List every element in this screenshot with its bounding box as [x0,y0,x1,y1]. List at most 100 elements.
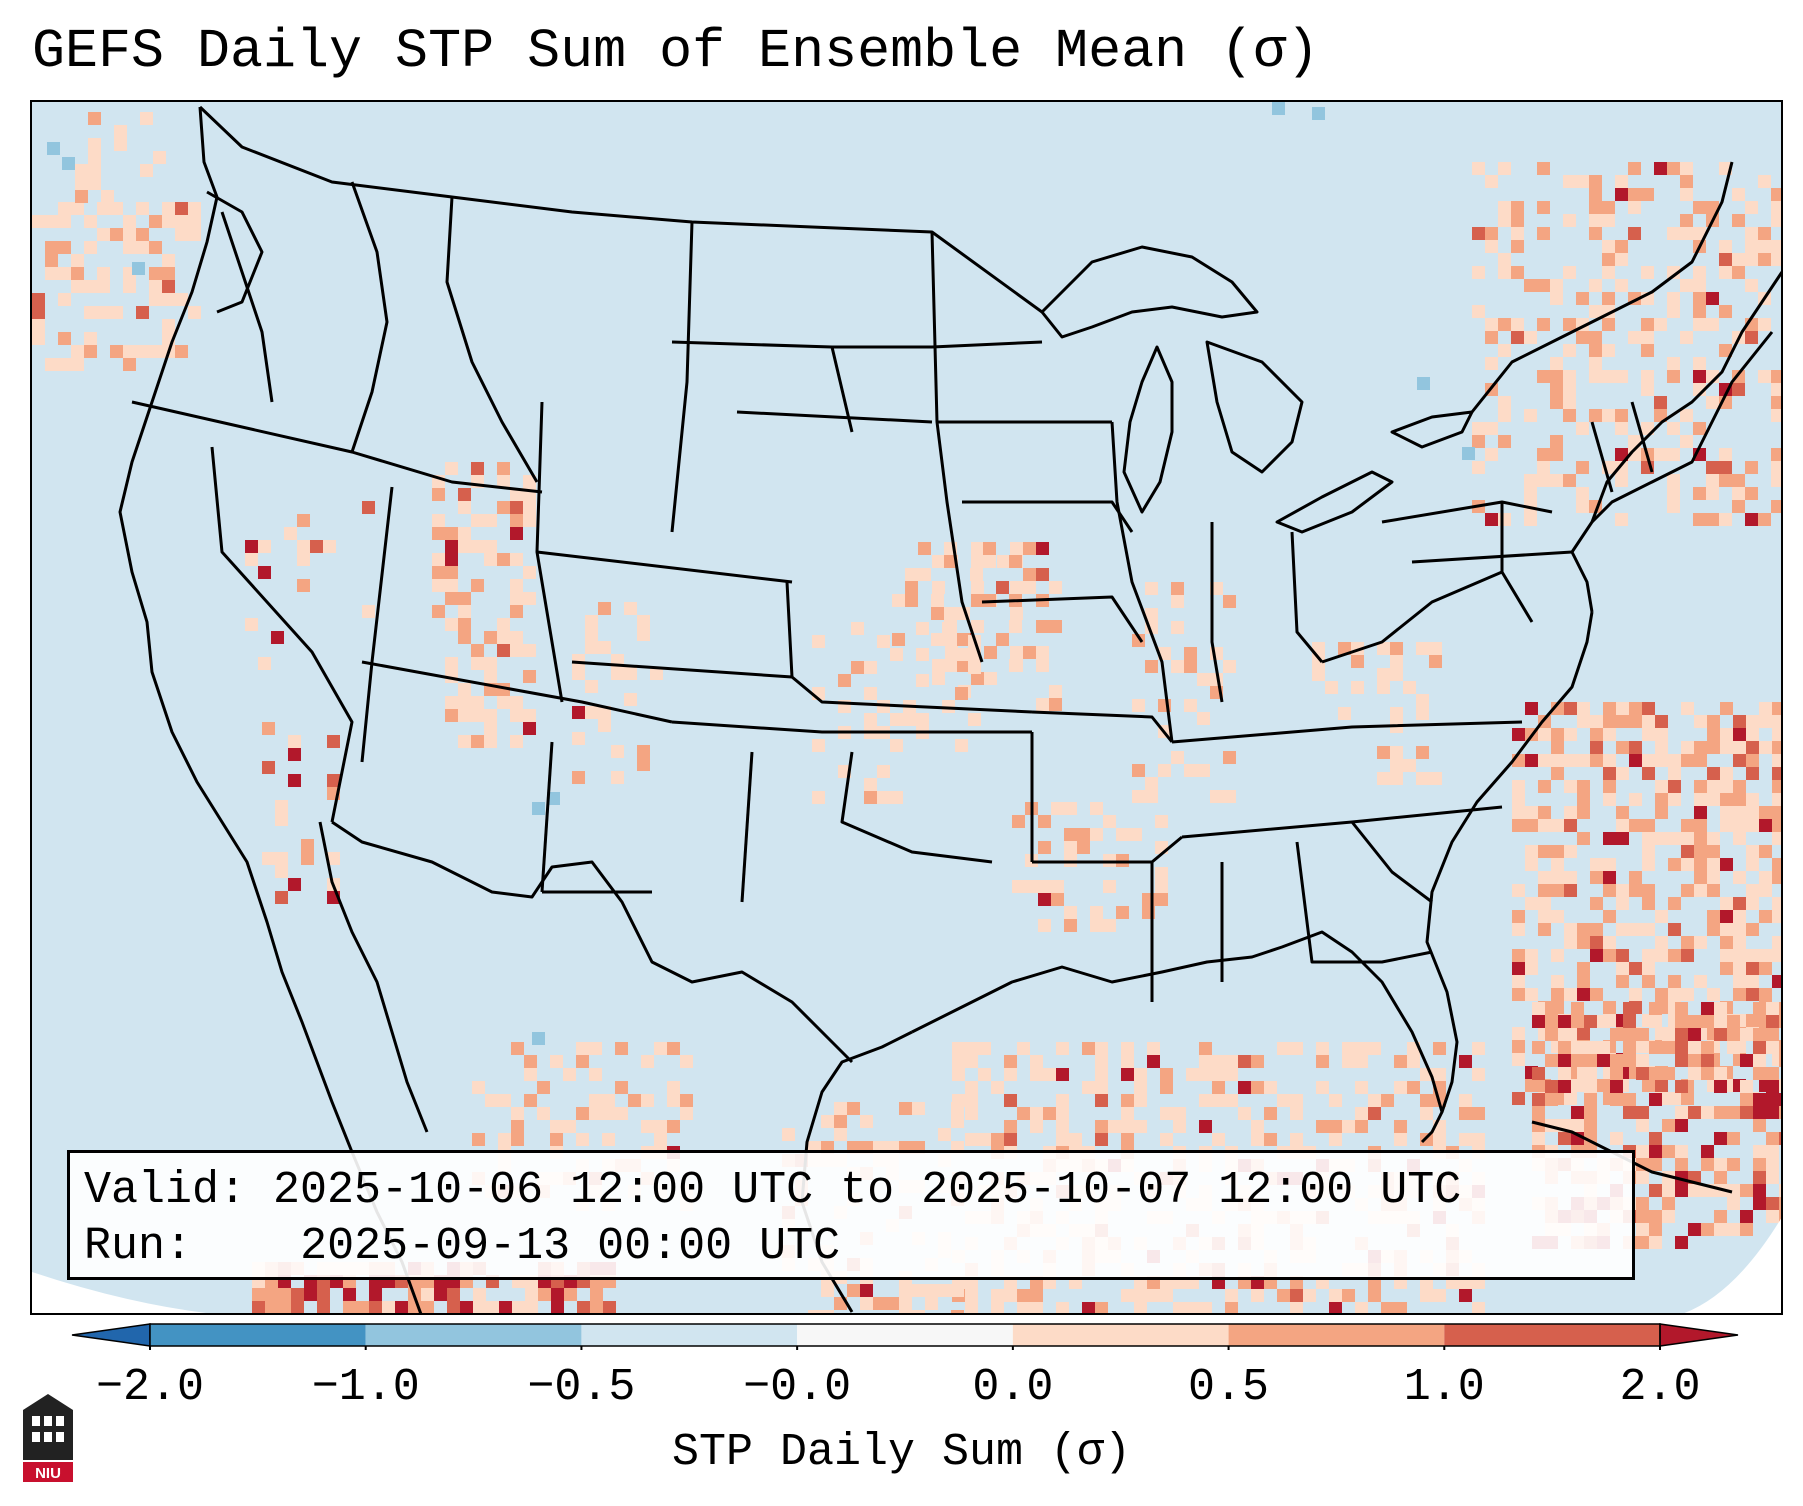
stp-cell [45,254,58,267]
stp-cell [275,891,288,904]
stp-cell [330,1314,343,1315]
stp-cell [1525,702,1538,715]
stp-cell [1740,1223,1753,1236]
stp-cell [1158,764,1171,777]
stp-cell [1511,214,1524,227]
stp-cell [149,215,162,228]
stp-cell [851,622,864,635]
stp-cell [271,631,284,644]
stp-cell [523,722,536,735]
stp-cell [262,852,275,865]
stp-cell [812,635,825,648]
stp-cell [1416,772,1429,785]
stp-cell [265,1301,278,1313]
stp-cell [84,306,97,319]
stp-cell [1766,1015,1779,1028]
stp-cell [45,267,58,280]
stp-cell [1558,1015,1571,1028]
stp-cell [297,514,310,527]
stp-cell [1038,919,1051,932]
stp-cell [821,1284,834,1297]
stp-cell [1069,1133,1082,1146]
stp-cell [1668,897,1681,910]
stp-cell [175,215,188,228]
stp-cell [32,306,45,319]
stp-cell [1636,1145,1649,1158]
stp-cell [1121,1042,1134,1055]
stp-cell [1667,292,1680,305]
stp-cell [1290,1302,1303,1313]
stp-cell [1472,227,1485,240]
stp-cell [1720,741,1733,754]
stp-cell [550,1120,563,1133]
stp-cell [903,713,916,726]
stp-cell [1759,702,1772,715]
stp-cell [667,1042,680,1055]
stp-cell [88,177,101,190]
stp-cell [1681,754,1694,767]
stp-cell [471,709,484,722]
stp-cell [1745,513,1758,526]
stp-cell [1662,1067,1675,1080]
stp-cell [525,1301,538,1313]
stp-cell [510,605,523,618]
stp-cell [1602,253,1615,266]
stp-cell [1038,880,1051,893]
stp-cell [890,648,903,661]
stp-cell [1590,715,1603,728]
stp-cell [1558,1028,1571,1041]
stp-cell [1636,1223,1649,1236]
stp-cell [1694,806,1707,819]
stp-cell [1407,1081,1420,1094]
stp-cell [1589,214,1602,227]
stp-cell [524,1055,537,1068]
stp-cell [667,1120,680,1133]
stp-cell [1329,1302,1342,1313]
stp-cell [472,1081,485,1094]
stp-cell [641,1055,654,1068]
stp-cell [551,1288,564,1301]
stp-cell [1616,949,1629,962]
stp-cell [1538,910,1551,923]
stp-cell [1394,1055,1407,1068]
stp-cell [1680,435,1693,448]
stp-cell [1758,370,1771,383]
pacific-coastline [118,106,423,1313]
stp-cell [1551,819,1564,832]
stp-cell [1584,1041,1597,1054]
stp-cell [434,1314,447,1315]
stp-cell [1197,764,1210,777]
stp-cell [71,358,84,371]
stp-cell [1576,487,1589,500]
stp-cell [1753,1184,1766,1197]
stp-cell [1082,1081,1095,1094]
stp-cell [511,1133,524,1146]
stp-cell [1642,923,1655,936]
stp-cell [1727,1106,1740,1119]
stp-cell [58,267,71,280]
stp-cell [1733,923,1746,936]
stp-cell [1623,1028,1636,1041]
stp-cell [905,594,918,607]
stp-cell [484,514,497,527]
stp-cell [1616,897,1629,910]
stp-cell [1563,318,1576,331]
stp-cell [1121,1133,1134,1146]
stp-cell [641,1094,654,1107]
stp-cell [1472,1068,1485,1081]
stp-cell [1551,754,1564,767]
stp-cell [1707,728,1720,741]
stp-cell [1688,1028,1701,1041]
stp-cell [1771,409,1781,422]
stp-cell [275,800,288,813]
stp-cell [458,709,471,722]
stp-cell [589,1094,602,1107]
stp-cell [1056,1107,1069,1120]
stp-cell [1655,949,1668,962]
stp-cell [291,1314,304,1315]
stp-cell [1701,1054,1714,1067]
stp-cell [471,462,484,475]
stp-cell [1649,1002,1662,1015]
stp-cell [1667,305,1680,318]
stp-cell [58,358,71,371]
